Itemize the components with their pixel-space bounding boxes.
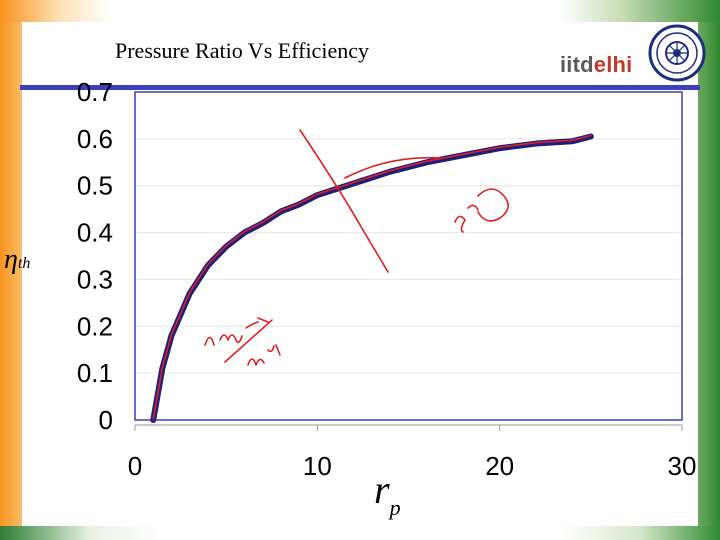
bottom-band (0, 526, 720, 540)
ink-derivative-denominator (247, 344, 281, 366)
ink-tangent-line (299, 129, 389, 273)
y-tick-label: 0.6 (77, 124, 113, 154)
x-axis-label: rp (374, 470, 401, 519)
y-tick-label: 0.5 (77, 171, 113, 201)
iitd-seal-icon (648, 24, 706, 82)
ink-arc (344, 156, 441, 179)
x-axis-symbol: r (374, 467, 390, 512)
ink-derivative-numerator (204, 317, 269, 346)
y-axis-symbol: η (4, 244, 18, 275)
logo-text-part1: iitd (560, 52, 594, 77)
y-tick-label: 0.1 (77, 358, 113, 388)
y-tick-label: 0.3 (77, 264, 113, 294)
ink-trace-curve (152, 134, 592, 420)
logo-text-part2: elhi (593, 52, 633, 77)
ink-fraction-bar (224, 319, 273, 363)
y-tick-label: 0.2 (77, 311, 113, 341)
iitd-logo: iitdelhi (560, 52, 633, 78)
ink-eta-note (454, 188, 509, 233)
x-tick-label: 10 (303, 451, 332, 481)
title-underline (20, 85, 700, 90)
y-tick-label: 0.7 (77, 77, 113, 107)
plot-frame (134, 91, 683, 421)
y-axis-label: ηth (4, 244, 30, 276)
y-tick-label: 0.4 (77, 218, 113, 248)
handwritten-annotations (152, 129, 592, 420)
x-tick-label: 20 (485, 451, 514, 481)
efficiency-curve (150, 133, 594, 423)
x-tick-label: 30 (668, 451, 697, 481)
x-tick-label: 0 (128, 451, 142, 481)
x-axis-subscript: p (389, 495, 401, 520)
y-axis-subscript: th (17, 255, 31, 272)
slide-title: Pressure Ratio Vs Efficiency (115, 38, 369, 63)
top-band (0, 0, 720, 22)
y-tick-label: 0 (99, 405, 113, 435)
